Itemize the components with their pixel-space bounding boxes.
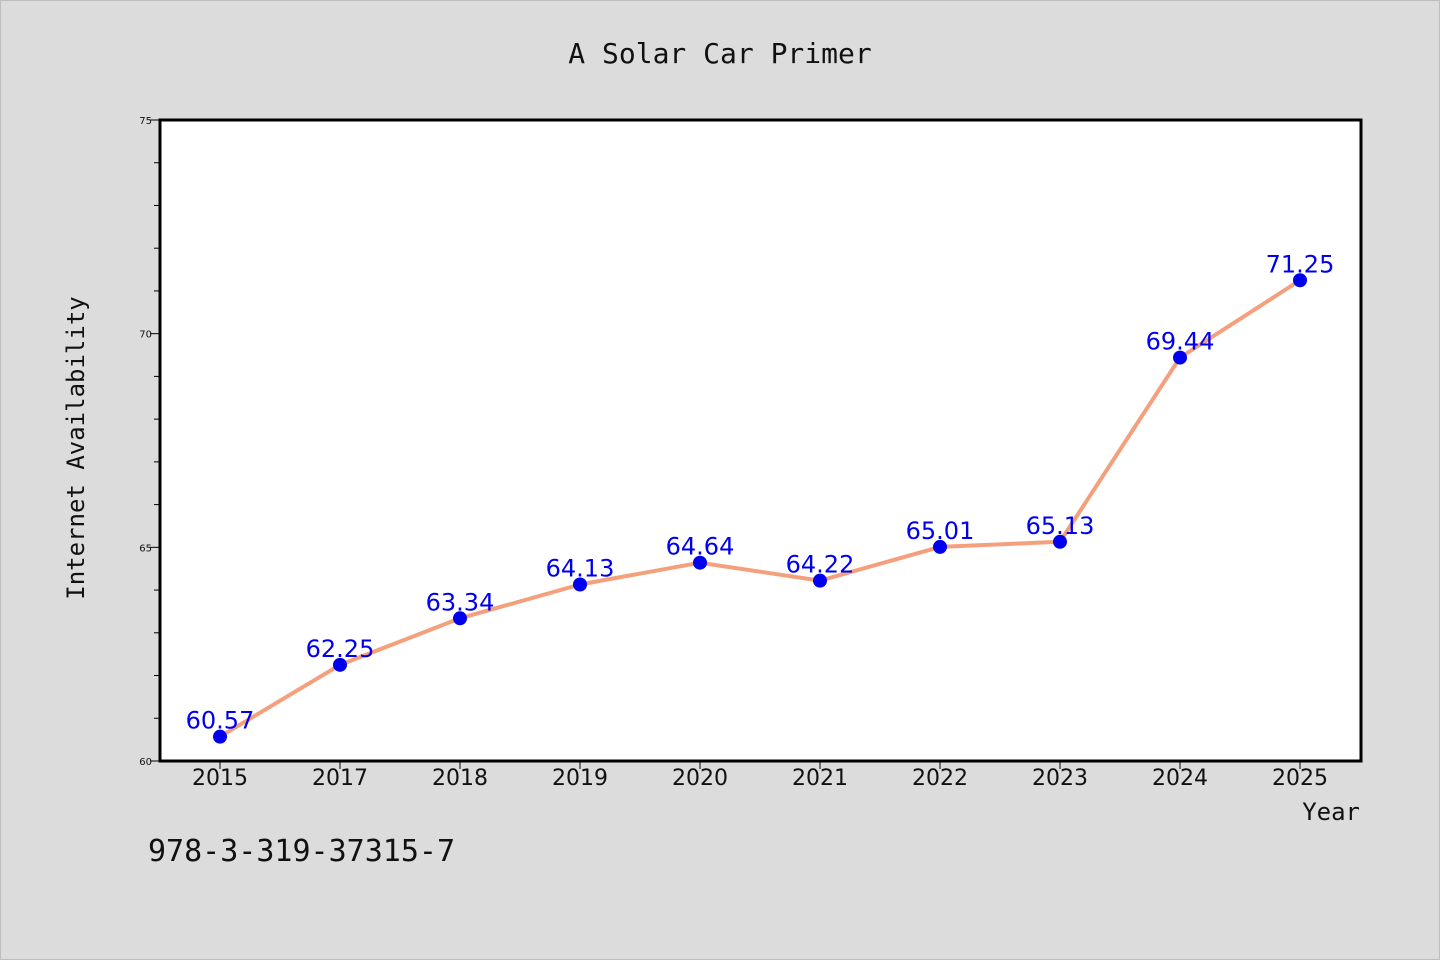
data-point — [453, 611, 467, 626]
data-label: 64.64 — [666, 533, 735, 561]
x-tick-label: 2025 — [1272, 766, 1328, 791]
x-tick-label: 2022 — [912, 766, 968, 791]
x-tick-label: 2021 — [792, 766, 848, 791]
x-tick-label: 2018 — [432, 766, 488, 791]
data-point — [813, 573, 827, 588]
data-label: 62.25 — [306, 635, 375, 663]
y-axis-label: Internet Availability — [62, 296, 90, 599]
x-tick-label: 2023 — [1032, 766, 1088, 791]
data-point — [933, 539, 947, 554]
data-point — [1293, 273, 1307, 288]
x-tick-label: 2020 — [672, 766, 728, 791]
data-label: 71.25 — [1266, 250, 1335, 278]
data-point — [333, 657, 347, 672]
series-layer: 60.57 62.25 63.34 64.13 64.64 64.22 65.01 65.13… — [186, 250, 1335, 744]
data-point — [213, 729, 227, 744]
data-label: 60.57 — [186, 707, 255, 735]
plot-area — [158, 118, 1363, 763]
x-tick-label: 2019 — [552, 766, 608, 791]
data-point — [1053, 534, 1067, 549]
data-label: 63.34 — [426, 588, 495, 616]
data-label: 69.44 — [1146, 328, 1215, 356]
data-point — [1173, 350, 1187, 365]
y-tick-label: 60 — [139, 757, 152, 768]
x-tick-label: 2015 — [192, 766, 248, 791]
series-line — [218, 278, 1302, 739]
data-point — [573, 577, 587, 592]
data-label: 65.01 — [906, 517, 975, 545]
data-point — [693, 555, 707, 570]
y-axis: 60 65 70 75 — [139, 116, 160, 768]
x-tick-label: 2024 — [1152, 766, 1208, 791]
x-axis-label: Year — [1302, 798, 1360, 826]
data-label: 65.13 — [1026, 512, 1095, 540]
chart-title: A Solar Car Primer — [568, 37, 871, 70]
data-label: 64.13 — [546, 555, 615, 583]
x-tick-label: 2017 — [312, 766, 368, 791]
y-tick-label: 75 — [139, 116, 152, 127]
x-axis: 2015 2017 2018 2019 2020 2021 2022 2023 2024 2025 — [192, 761, 1328, 791]
data-label: 64.22 — [786, 551, 855, 579]
y-tick-label: 70 — [139, 330, 152, 341]
isbn-text: 978-3-319-37315-7 — [148, 834, 456, 869]
y-tick-label: 65 — [139, 543, 152, 554]
